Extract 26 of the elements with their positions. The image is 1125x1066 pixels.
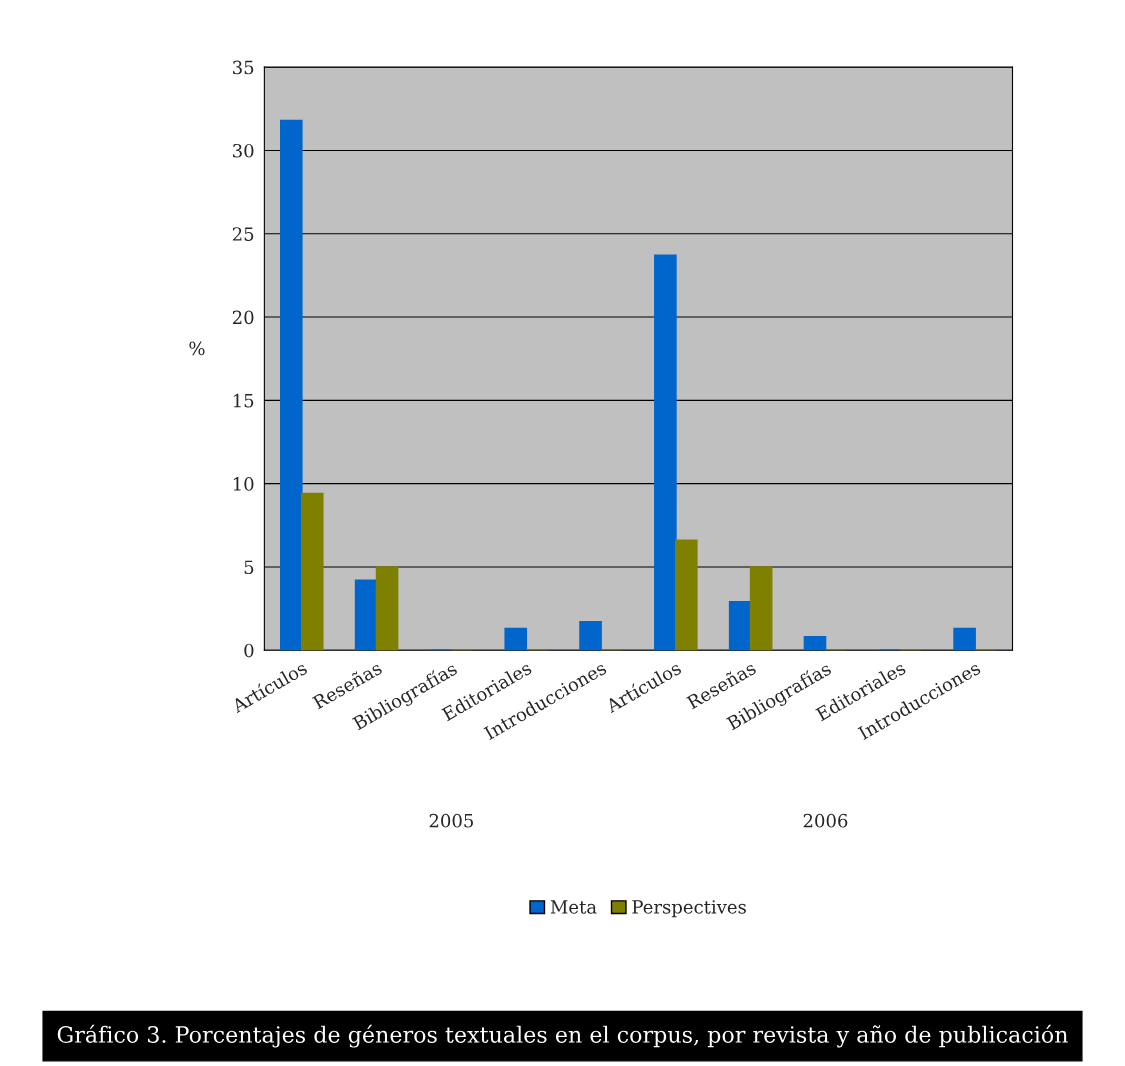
bar [728,601,752,651]
y-tick-label: 35 [233,60,254,75]
y-tick-label: 25 [232,227,254,241]
y-tick-label: 10 [233,477,254,491]
bar [504,627,528,651]
bar [654,254,677,651]
bar [579,621,602,651]
text: Gráfico 3. Porcentajes de géneros textuales en el corpus, por revista y año de publicación [57,1024,1068,1048]
y-axis-title: % [189,341,205,356]
bar [300,492,324,651]
bar [279,119,303,651]
legend-label: Perspectives [632,900,746,918]
bar [354,579,378,651]
bar [675,539,698,651]
y-tick-label: 0 [244,643,254,658]
y-tick-label: 20 [232,310,254,325]
text: 2005 [429,813,473,828]
y-tick-label: 5 [244,560,254,575]
bar [375,566,399,651]
text: 2006 [803,813,848,828]
bar [749,566,773,651]
y-tick-label: 15 [233,393,254,408]
y-tick-label: 30 [233,143,254,158]
bar [803,636,827,651]
legend-label: Meta [550,900,597,914]
bar [953,627,976,651]
